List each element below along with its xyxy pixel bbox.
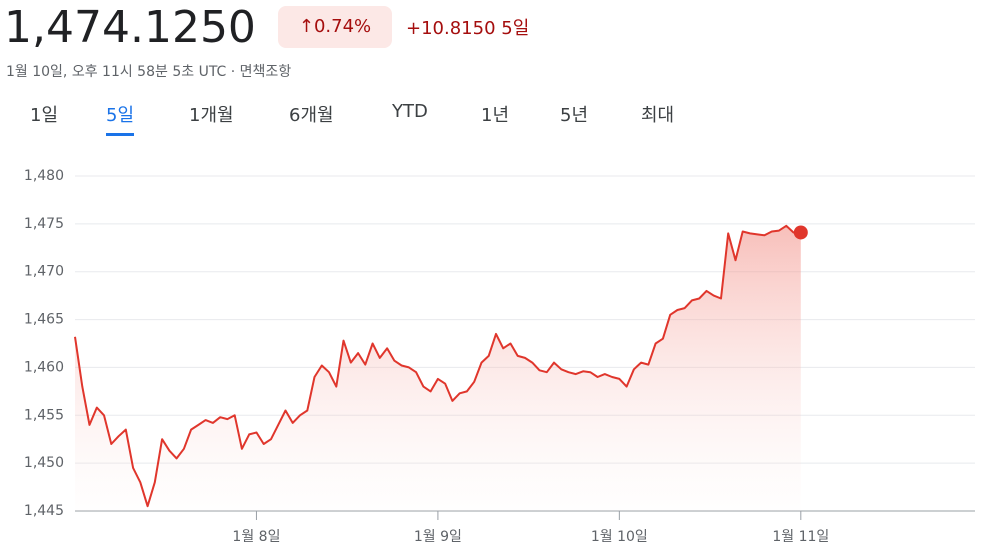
last-point — [793, 225, 808, 240]
price: 1,474.1250 — [4, 2, 256, 53]
tab[interactable]: 최대 — [641, 105, 675, 126]
y-tick-label: 1,460 — [24, 359, 64, 375]
change-chip: ↑0.74% — [278, 6, 392, 48]
y-tick-label: 1,455 — [24, 407, 64, 423]
y-tick-label: 1,480 — [24, 168, 64, 184]
change: +10.8150 5일 — [406, 14, 529, 40]
tab[interactable]: 1개월 — [189, 105, 234, 126]
y-tick-label: 1,475 — [24, 216, 64, 232]
y-tick-label: 1,450 — [24, 455, 64, 471]
tab[interactable]: YTD — [392, 101, 428, 122]
change-percent: 0.74% — [313, 16, 372, 37]
chart: 1,445 1,450 1,455 1,460 1,465 1,470 1,475 1,480… — [24, 168, 975, 545]
x-tick-label: 1월 10일 — [591, 529, 648, 545]
tab[interactable]: 6개월 — [289, 105, 334, 126]
change-value: +10.8150 — [406, 18, 496, 39]
x-tick-label: 1월 11일 — [772, 529, 829, 545]
tab[interactable]: 1일 — [30, 105, 59, 126]
x-tick-label: 1월 8일 — [232, 529, 280, 545]
tab[interactable]: 5년 — [560, 105, 589, 126]
y-tick-label: 1,465 — [24, 312, 64, 328]
tab[interactable]: 1년 — [481, 105, 510, 126]
period: 5일 — [501, 18, 530, 39]
area — [75, 225, 801, 512]
price-line — [74, 224, 801, 508]
arrow-icon: ↑ — [298, 16, 314, 37]
x-tick-label: 1월 9일 — [414, 529, 462, 545]
tab[interactable]: 5일 — [106, 101, 135, 136]
timestamp: 1월 10일, 오후 11시 58분 5초 UTC · 면책조항 — [6, 64, 292, 80]
y-tick-label: 1,445 — [24, 503, 64, 519]
y-tick-label: 1,470 — [24, 264, 64, 280]
